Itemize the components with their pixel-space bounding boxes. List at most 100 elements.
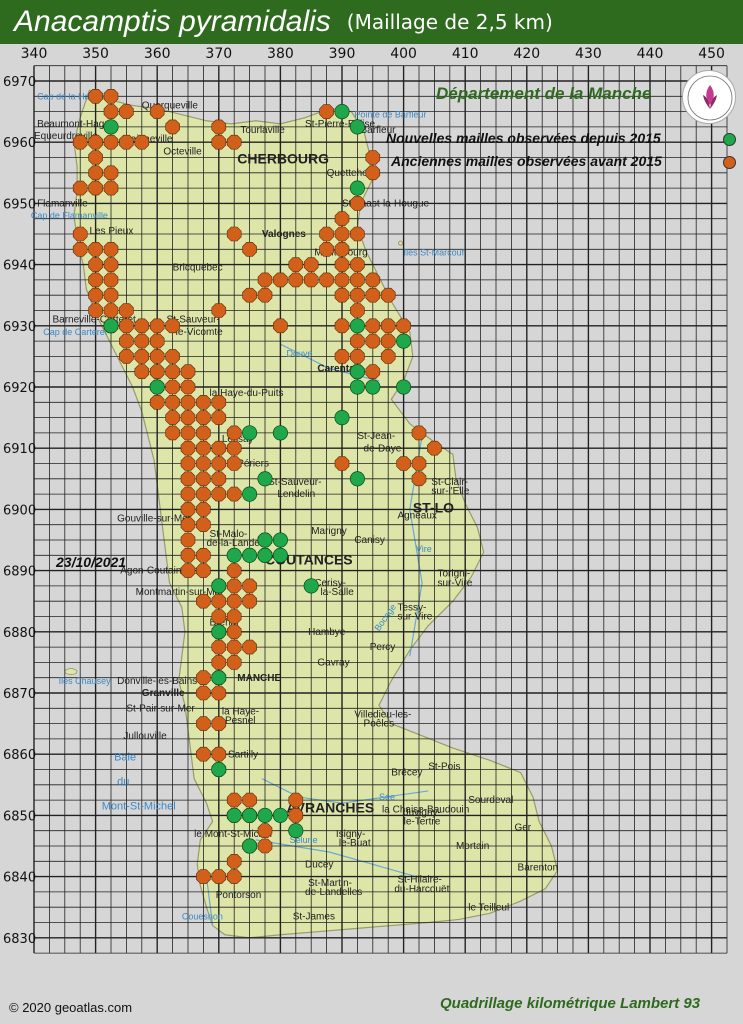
water-label: Mont-St-Michel (102, 800, 176, 812)
place-label: Montmartin-sur-Mer (136, 587, 224, 598)
place-label: le Teilleul (468, 902, 509, 913)
place-label: la-Salle (320, 587, 354, 598)
x-tick-label: 350 (82, 46, 109, 62)
place-label: Gouville-sur-Mer (117, 514, 192, 525)
old-cell-dot (196, 670, 211, 686)
y-tick-label: 6840 (3, 871, 36, 886)
place-label: Bréhal (210, 618, 239, 629)
old-cell-dot (134, 134, 150, 150)
old-cell-dot (149, 364, 165, 380)
place-label: St-Hilaire- (397, 875, 441, 886)
place-label: Hambye (308, 627, 346, 638)
place-label: Barenton (518, 862, 559, 873)
old-cell-dot (226, 609, 242, 624)
grid-projection-label: Quadrillage kilométrique Lambert 93 (440, 995, 701, 1012)
place-label: Carentan (317, 364, 360, 375)
place-label: Granville (142, 688, 185, 699)
old-cell-dot (226, 792, 242, 808)
x-tick-label: 380 (267, 46, 294, 62)
old-cell-dot (134, 349, 150, 364)
x-tick-label: 430 (575, 46, 602, 62)
old-cell-dot (88, 150, 103, 165)
y-tick-label: 6950 (3, 197, 36, 212)
place-label: Equeurdreville (34, 131, 98, 142)
place-label: St-Clair- (431, 477, 468, 488)
old-cell-dot (319, 272, 334, 288)
old-cell-dot (149, 333, 165, 349)
old-cell-dot (319, 104, 334, 119)
society-logo (682, 70, 736, 124)
old-cell-dot (88, 303, 103, 318)
old-cell-dot (165, 364, 180, 380)
old-cell-dot (288, 808, 304, 823)
old-cell-dot (411, 425, 427, 441)
place-label: Bricquebec (173, 263, 223, 274)
place-label: sur-Vire (397, 612, 432, 623)
old-cell-dot (196, 425, 211, 441)
place-label: Ger (514, 823, 531, 834)
old-cell-dot (180, 471, 196, 487)
old-cell-dot (242, 593, 257, 609)
old-cell-dot (334, 287, 350, 303)
new-cell-dot (257, 807, 273, 823)
x-tick-label: 340 (21, 46, 48, 62)
place-label: Gavray (317, 657, 349, 668)
old-cell-dot (149, 349, 165, 364)
old-cell-dot (119, 134, 134, 150)
place-label: Cerisy- (314, 578, 346, 589)
place-label: Marigny (311, 526, 347, 537)
place-label: St-James (293, 911, 335, 922)
place-label: Périers (237, 459, 269, 470)
water-label: Iles St-Marcouf (404, 247, 465, 257)
old-cell-dot (319, 226, 334, 242)
old-cell-dot (380, 333, 396, 349)
place-label: Villedieu-les- (354, 709, 411, 720)
y-tick-label: 6890 (3, 565, 36, 580)
x-tick-label: 360 (144, 46, 171, 62)
old-cell-dot (350, 272, 365, 288)
old-cell-dot (319, 242, 334, 257)
old-cell-dot (334, 211, 350, 226)
place-label: CHERBOURG (237, 151, 329, 167)
old-cell-dot (180, 563, 196, 578)
old-cell-dot (180, 532, 196, 548)
old-cell-dot (196, 517, 211, 533)
place-label: Mortain (456, 841, 489, 852)
old-cell-dot (196, 869, 211, 884)
old-cell-dot (196, 410, 211, 425)
old-cell-dot (226, 134, 242, 150)
water-label: Iles Chausey (59, 676, 112, 686)
water-label: Baie (114, 751, 136, 763)
new-cell-dot (242, 807, 258, 823)
place-label: Pesnel (225, 716, 256, 727)
old-cell-dot (211, 593, 227, 609)
old-cell-dot (88, 180, 103, 196)
y-tick-label: 6960 (3, 136, 36, 151)
place-label: sur-l'Elle (431, 486, 469, 497)
place-label: Octeville (163, 146, 202, 157)
water-label: Cap de Carteret (43, 327, 108, 337)
new-cell-dot (365, 379, 381, 395)
old-cell-dot (180, 379, 196, 395)
old-cell-dot (334, 242, 350, 257)
new-cell-dot (272, 807, 288, 823)
place-label: le-Buat (339, 838, 371, 849)
old-cell-dot (180, 517, 196, 533)
old-cell-dot (134, 364, 150, 380)
place-label: Donville-les-Bains (117, 676, 197, 687)
distribution-map[interactable]: 340 350 360 370 380 390 400 410 420 430 440 450 697… (0, 44, 743, 1024)
place-label: de-Landelles (305, 887, 362, 898)
manche-landmass (64, 89, 559, 939)
old-cell-dot (165, 349, 180, 364)
place-label: sur-Vire (437, 578, 472, 589)
x-tick-label: 390 (329, 46, 356, 62)
water-label: Douve (287, 348, 313, 358)
old-cell-dot (196, 486, 211, 502)
new-cell-dot (272, 532, 288, 548)
old-cell-dot (365, 150, 381, 165)
legend-old-label: Anciennes mailles observées avant 2015 (391, 153, 662, 169)
old-cell-dot (103, 134, 119, 150)
old-cell-dot (242, 287, 257, 303)
old-cell-dot (196, 716, 211, 731)
old-cell-dot (288, 272, 304, 288)
